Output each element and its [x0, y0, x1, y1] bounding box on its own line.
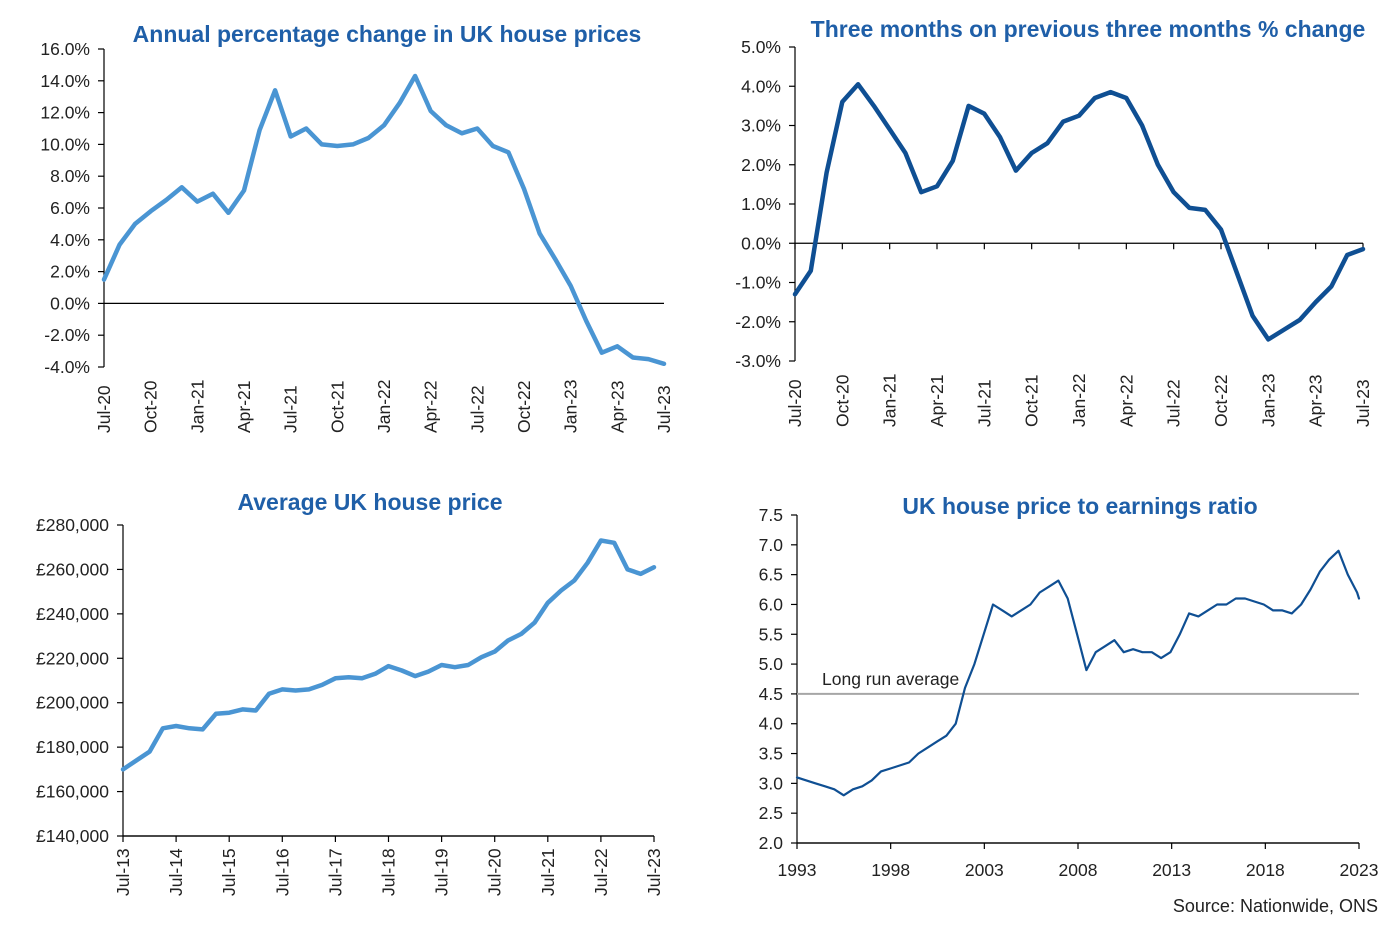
- y-tick-label: 3.0%: [741, 116, 781, 136]
- y-tick-label: £240,000: [36, 604, 109, 624]
- y-tick-label: 6.0: [759, 594, 784, 614]
- series-line: [120, 538, 657, 772]
- x-tick-label: Jan-21: [880, 373, 900, 427]
- y-tick-label: 3.0: [759, 773, 784, 793]
- x-tick-label: Oct-21: [1022, 374, 1042, 427]
- x-tick-label: 2013: [1152, 860, 1191, 880]
- y-tick-label: 4.0%: [50, 230, 90, 250]
- x-tick-label: 2018: [1246, 860, 1285, 880]
- x-tick-label: Jan-22: [374, 379, 394, 433]
- x-tick-label: 2003: [965, 860, 1004, 880]
- y-tick-label: 8.0%: [50, 166, 90, 186]
- y-tick-label: -3.0%: [735, 351, 781, 371]
- y-tick-label: 4.0: [759, 714, 784, 734]
- y-tick-label: 2.0: [759, 833, 784, 853]
- y-tick-label: 6.0%: [50, 198, 90, 218]
- x-tick-label: Oct-20: [832, 374, 852, 427]
- x-tick-label: Jan-23: [561, 379, 581, 433]
- y-tick-label: 2.0%: [50, 262, 90, 282]
- chart-title: UK house price to earnings ratio: [902, 493, 1257, 519]
- x-tick-label: Jul-15: [219, 848, 239, 896]
- y-tick-label: 2.0%: [741, 155, 781, 175]
- x-tick-label: 2008: [1059, 860, 1098, 880]
- x-tick-label: Jul-22: [591, 848, 611, 896]
- x-tick-label: Apr-23: [607, 380, 627, 433]
- y-tick-label: 12.0%: [40, 103, 90, 123]
- series-line: [795, 549, 1361, 797]
- y-tick-label: 1.0%: [741, 194, 781, 214]
- x-tick-label: Jul-21: [281, 385, 301, 433]
- y-tick-label: 10.0%: [40, 134, 90, 154]
- y-tick-label: 16.0%: [40, 39, 90, 59]
- x-tick-label: 1993: [778, 860, 817, 880]
- y-tick-label: 6.5: [759, 565, 783, 585]
- y-tick-label: 5.5: [759, 624, 783, 644]
- x-tick-label: 2023: [1340, 860, 1379, 880]
- y-tick-label: £260,000: [36, 559, 109, 579]
- y-tick-label: -4.0%: [44, 357, 90, 377]
- y-tick-label: £180,000: [36, 737, 109, 757]
- y-tick-label: 4.5: [759, 684, 783, 704]
- y-tick-label: -1.0%: [735, 273, 781, 293]
- y-tick-label: 0.0%: [50, 293, 90, 313]
- x-tick-label: Oct-22: [514, 380, 534, 433]
- source-note: Source: Nationwide, ONS: [1172, 896, 1378, 916]
- y-tick-label: £140,000: [36, 826, 109, 846]
- x-tick-label: Jul-23: [644, 848, 664, 896]
- x-tick-label: Apr-22: [1116, 374, 1136, 427]
- y-tick-label: 2.5: [759, 803, 783, 823]
- x-tick-label: Jul-20: [485, 848, 505, 896]
- x-tick-label: Jul-17: [325, 848, 345, 896]
- y-tick-label: 4.0%: [741, 76, 781, 96]
- y-tick-label: -2.0%: [44, 325, 90, 345]
- x-tick-label: Jul-16: [272, 848, 292, 896]
- y-tick-label: 3.5: [759, 744, 783, 764]
- x-tick-label: Jul-21: [974, 379, 994, 427]
- x-tick-label: Jul-14: [166, 848, 186, 896]
- x-tick-label: Oct-22: [1211, 374, 1231, 427]
- chart-title: Three months on previous three months % …: [811, 16, 1366, 42]
- series-line: [792, 82, 1366, 342]
- x-tick-label: Apr-23: [1306, 374, 1326, 427]
- x-tick-label: Oct-20: [141, 380, 161, 433]
- y-tick-label: 7.0: [759, 535, 784, 555]
- chart-title: Average UK house price: [237, 489, 502, 515]
- y-tick-label: £160,000: [36, 782, 109, 802]
- y-tick-label: £220,000: [36, 648, 109, 668]
- y-tick-label: £200,000: [36, 693, 109, 713]
- x-tick-label: Jan-21: [187, 379, 207, 433]
- y-tick-label: 7.5: [759, 505, 783, 525]
- chart-average-price: Average UK house price £280,000 £260,000 £2…: [36, 489, 664, 896]
- y-tick-label: 14.0%: [40, 71, 90, 91]
- chart-price-earnings-ratio: UK house price to earnings ratio 7.5 7.0 6.…: [759, 493, 1379, 880]
- x-tick-label: Apr-21: [234, 380, 254, 433]
- x-tick-label: Jul-23: [1353, 379, 1373, 427]
- x-tick-label: Jul-20: [785, 379, 805, 427]
- x-tick-label: 1998: [871, 860, 910, 880]
- chart-three-month-change: Three months on previous three months % …: [735, 16, 1373, 427]
- y-tick-label: 0.0%: [741, 233, 781, 253]
- x-tick-label: Jul-20: [94, 385, 114, 433]
- x-tick-label: Jan-23: [1258, 373, 1278, 427]
- chart-title: Annual percentage change in UK house pri…: [133, 21, 642, 47]
- long-run-average-label: Long run average: [822, 669, 959, 689]
- x-tick-label: Oct-21: [327, 380, 347, 433]
- x-tick-label: Jul-13: [113, 848, 133, 896]
- x-tick-label: Jul-22: [1164, 379, 1184, 427]
- x-tick-label: Jul-22: [467, 385, 487, 433]
- chart-annual-change: Annual percentage change in UK house pri…: [40, 21, 674, 433]
- x-tick-label: Jul-21: [538, 848, 558, 896]
- x-tick-label: Jan-22: [1069, 373, 1089, 427]
- x-tick-label: Jul-18: [379, 848, 399, 896]
- y-tick-label: 5.0%: [741, 37, 781, 57]
- y-tick-label: £280,000: [36, 515, 109, 535]
- y-tick-label: 5.0: [759, 654, 784, 674]
- y-tick-label: -2.0%: [735, 312, 781, 332]
- x-tick-label: Apr-21: [927, 374, 947, 427]
- x-tick-label: Jul-23: [654, 385, 674, 433]
- series-line: [101, 73, 667, 367]
- x-tick-label: Jul-19: [432, 848, 452, 896]
- x-tick-label: Apr-22: [421, 380, 441, 433]
